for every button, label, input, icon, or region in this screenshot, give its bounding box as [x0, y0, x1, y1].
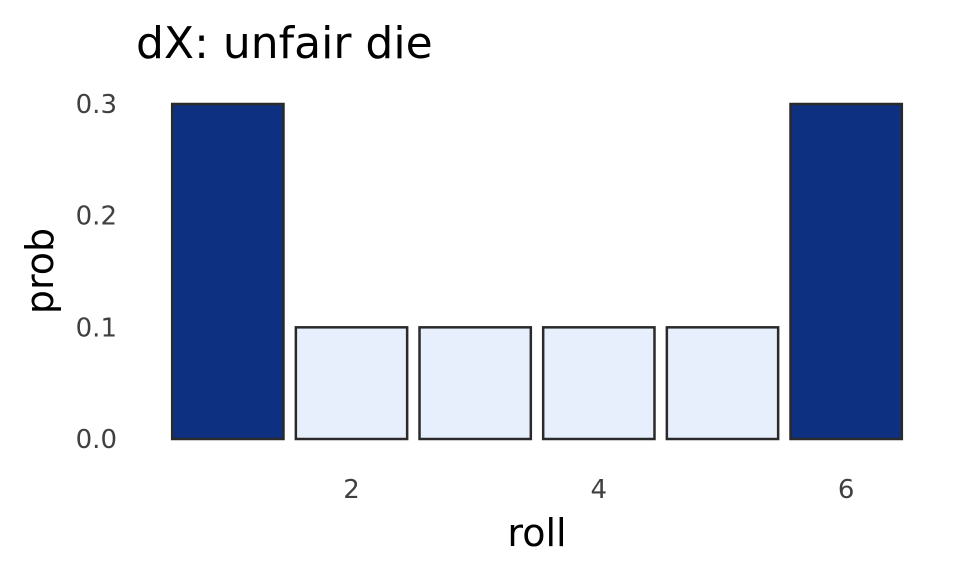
y-tick-label: 0.1 [76, 313, 117, 343]
bar-roll-6 [789, 102, 904, 441]
bar-roll-4 [541, 326, 656, 441]
y-axis: 0.0 0.1 0.2 0.3 [76, 90, 117, 455]
bar-roll-3 [418, 326, 533, 441]
bar-roll-5 [665, 326, 780, 441]
x-axis: 2 4 6 [343, 475, 854, 505]
bar-roll-2 [294, 326, 409, 441]
x-tick-label: 6 [838, 475, 855, 505]
y-tick-label: 0.3 [76, 90, 117, 120]
y-axis-title: prob [18, 228, 62, 314]
y-tick-label: 0.2 [76, 202, 117, 232]
x-axis-title: roll [507, 511, 566, 555]
x-tick-label: 2 [343, 475, 360, 505]
y-tick-label: 0.0 [76, 425, 117, 455]
x-tick-label: 4 [591, 475, 608, 505]
bar-series [170, 102, 904, 441]
bar-roll-1 [170, 102, 285, 441]
chart-title: dX: unfair die [136, 18, 433, 69]
